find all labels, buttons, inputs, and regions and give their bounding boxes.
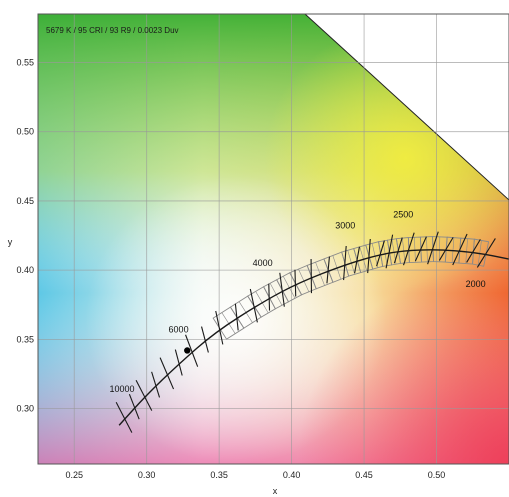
isotherm-line [326,256,330,284]
isotherm-line [115,402,133,433]
isotherm-line [215,310,224,345]
y-tick-label: 0.35 [16,334,34,344]
isotherm-line [427,231,439,265]
isotherm-line [367,238,371,274]
x-tick-label: 0.35 [210,470,228,480]
isotherm-line [268,283,271,311]
isotherm-line [174,349,183,376]
y-axis-ticks: 0.30 0.35 0.40 0.45 0.50 0.55 [16,57,34,413]
cct-isotherms [115,231,496,433]
cct-label: 6000 [169,324,189,334]
x-axis-label: x [273,486,278,496]
isotherm-line [159,357,175,390]
y-tick-label: 0.50 [16,127,34,137]
y-tick-label: 0.40 [16,265,34,275]
isotherm-line [466,239,481,263]
ansi-bins [212,236,490,340]
isotherm-line [234,303,239,331]
cct-label: 4000 [253,258,273,268]
cct-label: 3000 [335,221,355,231]
ansi-bin-divider [477,240,482,266]
isotherm-line [128,394,140,420]
measurement-annotation: 5679 K / 95 CRI / 93 R9 / 0.0023 Duv [46,26,179,35]
cct-label: 2000 [466,279,486,289]
isotherm-line [414,236,427,262]
y-tick-label: 0.45 [16,196,34,206]
isotherm-line [279,272,285,307]
y-tick-label: 0.30 [16,404,34,414]
planckian-locus [118,249,509,426]
x-tick-label: 0.45 [355,470,373,480]
isotherm-line [201,326,209,353]
plot-frame [37,13,509,465]
measured-point [184,347,191,354]
x-axis-ticks: 0.25 0.30 0.35 0.40 0.45 0.50 [65,470,445,480]
spectral-locus-boundary [304,14,509,201]
grid [38,14,509,464]
y-axis-label: y [8,237,13,247]
x-tick-label: 0.50 [428,470,446,480]
isotherm-line [294,269,297,297]
isotherm-line [185,334,199,367]
cct-label: 2500 [393,210,413,220]
cct-label: 10000 [110,384,135,394]
plot-area: 10000 6000 4000 3000 2500 2000 [38,14,509,464]
cct-labels: 10000 6000 4000 3000 2500 2000 [110,210,486,394]
isotherm-line [476,238,496,268]
isotherm-line [249,288,258,323]
isotherm-line [452,233,468,266]
ansi-bin-quadrangle [472,238,490,267]
x-tick-label: 0.40 [283,470,301,480]
y-tick-label: 0.55 [16,57,34,67]
isotherm-line [151,371,161,398]
isotherm-line [403,232,415,266]
isotherm-line [135,380,153,411]
isotherm-line [354,246,360,274]
isotherm-line [393,237,403,264]
ansi-bin-divider [298,268,310,292]
isotherm-line [343,245,347,281]
x-tick-label: 0.30 [138,470,156,480]
isotherm-line [438,237,454,261]
x-tick-label: 0.25 [65,470,83,480]
isotherm-line [376,240,385,267]
isotherm-line [385,234,394,269]
